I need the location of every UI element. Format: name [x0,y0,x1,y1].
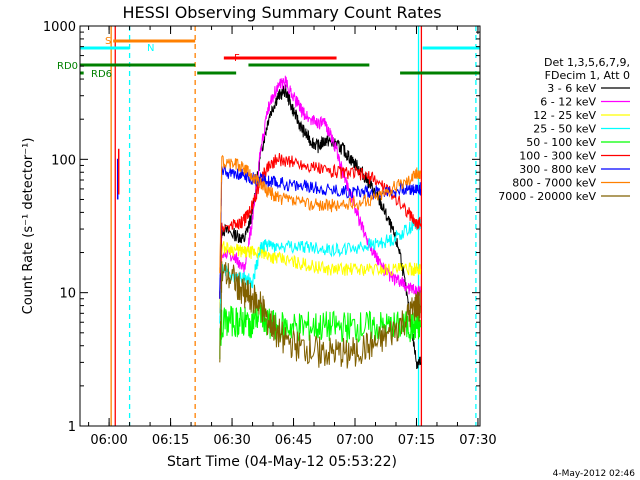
status-label-rd6: RD6 [91,69,112,80]
x-tick-label-1: 06:15 [152,433,189,448]
series-8-line [219,261,422,369]
legend-header-line-2: FDecim 1, Att 0 [545,69,630,82]
plot-frame [79,25,481,427]
legend-label-8: 7000 - 20000 keV [498,190,596,203]
x-tick-label-5: 07:15 [398,433,435,448]
y-tick-label-2: 100 [51,153,76,168]
y-tick-label-3: 1000 [43,20,76,35]
series-3-line [219,218,422,324]
axes: 06:00 06:15 06:30 06:45 07:00 07:15 07:30 1 10 10… [43,20,497,448]
vertical-markers [110,26,477,426]
series-6-line [219,165,422,299]
legend-label-5: 100 - 300 keV [519,150,596,163]
status-label-s: S [105,36,111,47]
x-tick-label-6: 07:30 [459,433,496,448]
x-tick-label-4: 07:00 [336,433,373,448]
series-7-line [219,154,422,274]
status-bars: S N RD0 RD6 F [57,36,480,80]
series-5-line [219,153,422,299]
chart-title: HESSI Observing Summary Count Rates [122,3,441,22]
x-tick-label-2: 06:30 [213,433,250,448]
legend-label-7: 800 - 7000 keV [512,177,596,190]
status-label-rd0: RD0 [57,61,78,72]
y-tick-label-0: 1 [68,420,76,435]
legend-header-line-1: Det 1,3,5,6,7,9, [544,56,630,69]
y-axis-label: Count Rate (s⁻¹ detector⁻¹) [21,138,36,315]
legend-label-4: 50 - 100 keV [526,136,596,149]
legend-label-1: 6 - 12 keV [540,96,596,109]
legend-label-3: 25 - 50 keV [533,123,596,136]
legend-label-2: 12 - 25 keV [533,109,596,122]
status-label-f: F [234,53,240,64]
legend-label-0: 3 - 6 keV [547,82,596,95]
x-tick-label-3: 06:45 [275,433,312,448]
legend-label-6: 300 - 800 keV [519,163,596,176]
series-2-line [219,241,422,314]
series-4-line [219,298,422,360]
footer-date: 4-May-2012 02:46 [553,469,636,479]
x-tick-label-0: 06:00 [90,433,127,448]
data-series [116,75,422,370]
x-axis-label: Start Time (04-May-12 05:53:22) [167,454,397,470]
status-label-n: N [147,43,154,54]
series-0-line [219,84,422,370]
y-tick-label-1: 10 [59,287,76,302]
